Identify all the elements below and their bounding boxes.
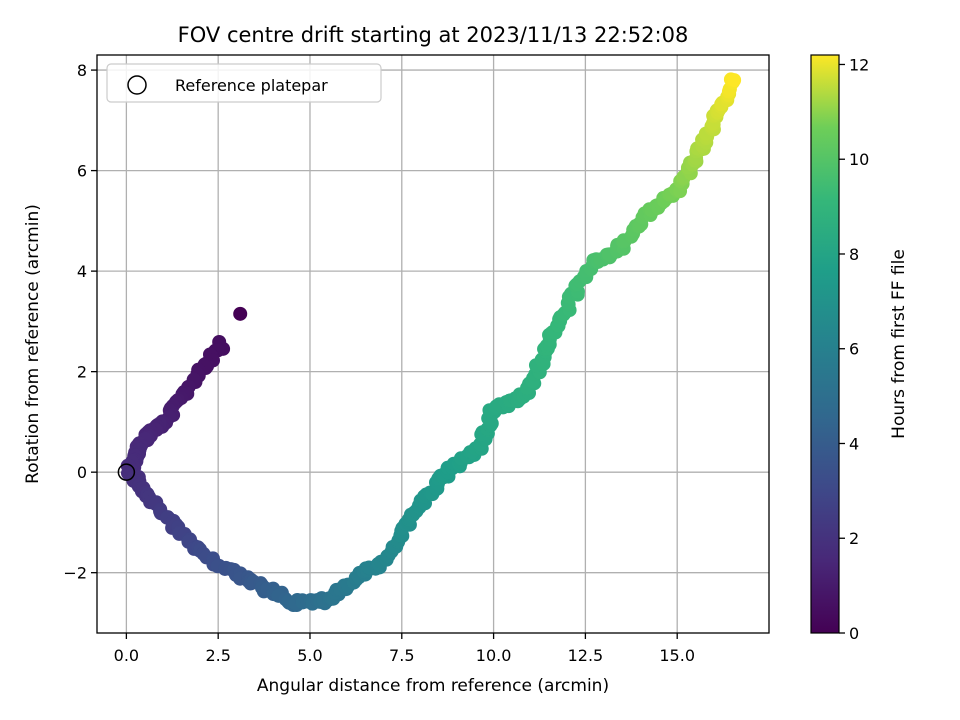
data-point bbox=[727, 73, 742, 88]
y-tick-label: 2 bbox=[77, 363, 87, 382]
data-points bbox=[120, 72, 742, 613]
y-tick-label: 0 bbox=[77, 463, 87, 482]
y-tick-label: 6 bbox=[77, 162, 87, 181]
grid bbox=[97, 55, 769, 633]
colorbar-label: Hours from first FF file bbox=[889, 249, 909, 439]
data-point bbox=[233, 306, 248, 321]
colorbar-tick-label: 10 bbox=[849, 150, 869, 169]
x-axis-ticks: 0.0 2.5 5.0 7.5 10.0 12.5 15.0 bbox=[114, 633, 695, 665]
x-tick-label: 15.0 bbox=[659, 646, 695, 665]
colorbar bbox=[810, 54, 840, 634]
legend: Reference platepar bbox=[106, 63, 382, 103]
x-tick-label: 2.5 bbox=[205, 646, 230, 665]
y-axis-label: Rotation from reference (arcmin) bbox=[23, 204, 43, 484]
colorbar-tick-label: 4 bbox=[849, 434, 859, 453]
colorbar-tick-label: 6 bbox=[849, 340, 859, 359]
colorbar-tick-label: 12 bbox=[849, 55, 869, 74]
colorbar-tick-label: 8 bbox=[849, 245, 859, 264]
colorbar-tick-label: 2 bbox=[849, 529, 859, 548]
chart-title: FOV centre drift starting at 2023/11/13 … bbox=[178, 23, 689, 47]
y-tick-label: −2 bbox=[63, 564, 87, 583]
y-axis-ticks: −2 0 2 4 6 8 bbox=[63, 61, 97, 583]
x-tick-label: 10.0 bbox=[476, 646, 512, 665]
legend-label: Reference platepar bbox=[175, 76, 328, 95]
plot-area-frame bbox=[96, 54, 770, 634]
reference-point-marker bbox=[117, 463, 136, 481]
colorbar-ticks: 0 2 4 6 8 10 12 bbox=[839, 55, 869, 643]
x-axis-label: Angular distance from reference (arcmin) bbox=[257, 676, 609, 696]
x-tick-label: 5.0 bbox=[297, 646, 322, 665]
x-tick-label: 7.5 bbox=[389, 646, 414, 665]
y-tick-label: 8 bbox=[77, 61, 87, 80]
colorbar-tick-label: 0 bbox=[849, 624, 859, 643]
x-tick-label: 0.0 bbox=[114, 646, 139, 665]
y-tick-label: 4 bbox=[77, 262, 87, 281]
legend-marker bbox=[127, 75, 147, 95]
x-tick-label: 12.5 bbox=[568, 646, 604, 665]
legend-box bbox=[106, 63, 382, 103]
